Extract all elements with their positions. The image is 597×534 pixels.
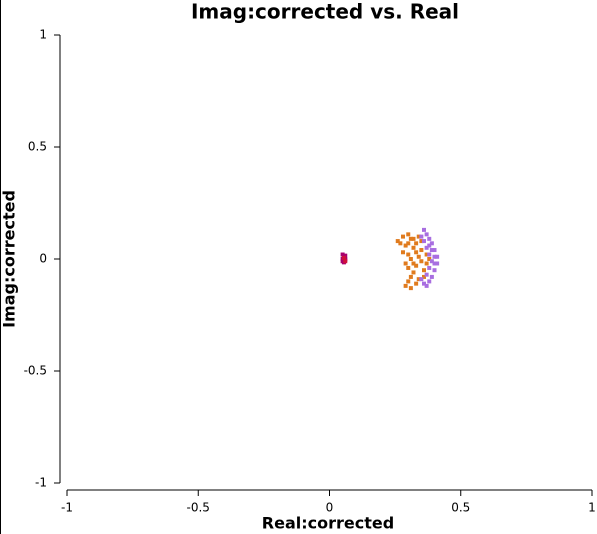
point: [403, 243, 408, 248]
point: [429, 241, 434, 246]
point: [422, 239, 426, 244]
point: [422, 268, 426, 273]
point: [411, 270, 416, 275]
point: [411, 236, 416, 241]
point: [424, 252, 429, 257]
point: [429, 259, 434, 264]
point: [427, 279, 432, 284]
point: [416, 277, 421, 282]
point: [403, 261, 408, 266]
point: [424, 232, 429, 237]
point: [343, 259, 348, 264]
point: [408, 257, 413, 261]
point: [419, 239, 424, 244]
point: [408, 274, 413, 279]
point: [414, 241, 419, 246]
point: [411, 261, 416, 266]
point: [406, 265, 411, 270]
x-tick-label: 0: [326, 501, 334, 515]
point: [406, 232, 411, 237]
y-tick-label: -1: [35, 476, 47, 490]
point: [414, 263, 419, 268]
point: [406, 279, 411, 284]
point: [422, 227, 426, 232]
point: [424, 245, 429, 250]
point: [429, 248, 434, 253]
point: [432, 254, 437, 259]
y-tick-label: 1: [39, 28, 47, 42]
point: [403, 283, 408, 288]
point: [414, 281, 419, 286]
x-tick-label: -1: [61, 501, 73, 515]
point: [341, 255, 346, 260]
point: [427, 257, 432, 261]
point: [429, 274, 434, 279]
x-axis-label: Real:corrected: [262, 514, 394, 533]
point: [416, 254, 421, 259]
point: [435, 261, 440, 266]
point: [408, 286, 413, 291]
point: [343, 253, 348, 258]
point: [340, 252, 345, 257]
point: [427, 236, 432, 241]
point: [419, 234, 424, 239]
point: [424, 272, 429, 277]
x-tick-label: 0.5: [451, 501, 470, 515]
point: [419, 277, 424, 282]
point: [422, 281, 426, 286]
y-axis-label: Imag:corrected: [0, 190, 19, 328]
point: [422, 274, 426, 279]
point: [398, 241, 403, 246]
x-tick-label: 1: [588, 501, 596, 515]
point: [432, 261, 437, 266]
point: [419, 248, 424, 253]
point: [419, 259, 424, 264]
point: [435, 254, 440, 259]
point: [427, 243, 432, 248]
point: [395, 239, 400, 244]
point: [432, 248, 437, 253]
y-tick-label: -0.5: [24, 364, 47, 378]
point: [406, 252, 411, 257]
point: [416, 234, 421, 239]
point: [401, 250, 405, 255]
point: [406, 241, 411, 246]
point: [414, 250, 419, 255]
point: [411, 245, 416, 250]
point: [427, 265, 432, 270]
y-tick-label: 0: [39, 252, 47, 266]
y-tick-label: 0.5: [28, 140, 47, 154]
point: [424, 261, 429, 266]
chart-title: Imag:corrected vs. Real: [191, 0, 459, 24]
point: [401, 234, 405, 239]
point: [340, 259, 345, 264]
point: [424, 283, 429, 288]
x-tick-label: -0.5: [187, 501, 210, 515]
point: [432, 268, 437, 273]
point: [408, 236, 413, 241]
point: [427, 252, 432, 257]
